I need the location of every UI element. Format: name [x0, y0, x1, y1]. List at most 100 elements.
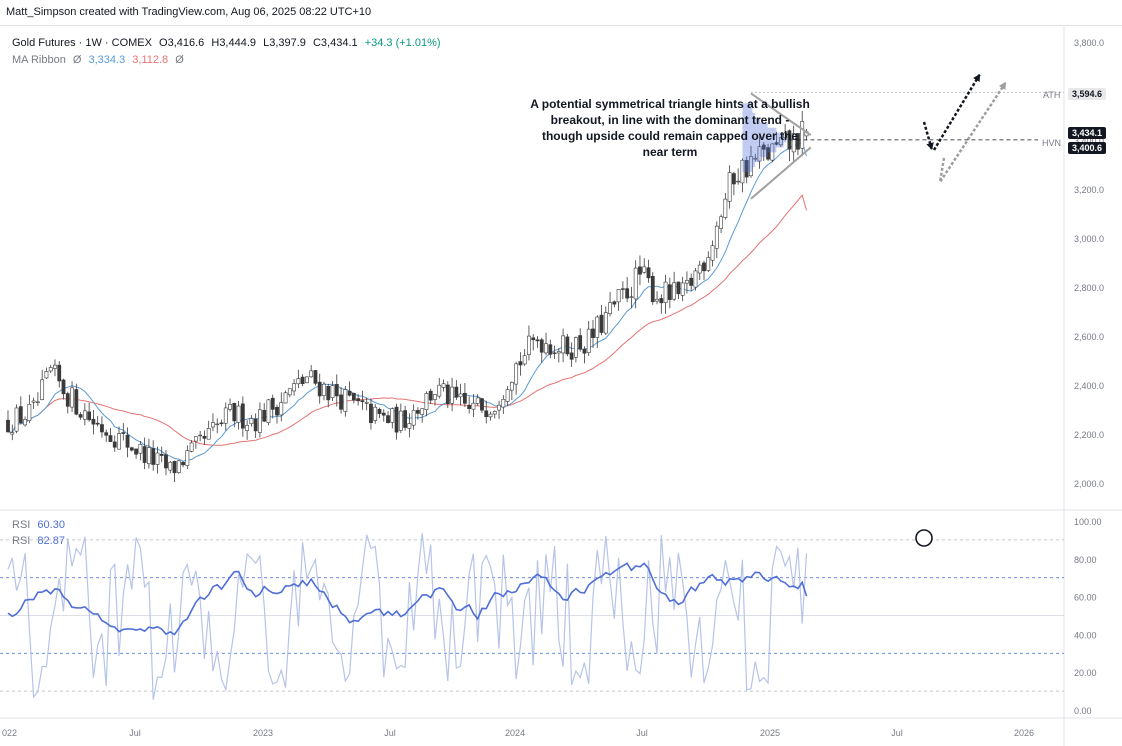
candle-body: [198, 434, 203, 437]
chart-credit: Matt_Simpson created with TradingView.co…: [6, 6, 372, 18]
candle-body: [14, 407, 19, 432]
volume-profile-bar: [742, 162, 756, 167]
candle-body: [117, 433, 121, 450]
volume-profile-bar: [742, 103, 752, 109]
candle-body: [87, 411, 92, 421]
candle-body: [245, 425, 250, 431]
candle-body: [599, 314, 604, 333]
rsi2-value: 82.87: [37, 535, 65, 547]
candle-body: [31, 400, 36, 403]
chart-canvas[interactable]: 2,000.0 2,200.0 2,400.0 2,600.0 2,800.0 3,000…: [0, 26, 1122, 746]
candle-body: [313, 370, 318, 384]
rsi-tick-label: 0.00: [1074, 706, 1092, 716]
candle-body: [70, 387, 74, 408]
time-tick-label: Jul: [384, 728, 396, 738]
price-tag-hvn: 3,400.6: [1068, 142, 1107, 154]
arrow-drop-head: [926, 142, 934, 150]
candle-body: [48, 367, 53, 372]
legend-high: H3,444.9: [211, 37, 257, 49]
ma-fast-line: [7, 141, 807, 462]
candle-body: [454, 386, 459, 398]
candle-body: [569, 352, 574, 360]
candle-body: [138, 444, 143, 454]
ma-visibility-icon-2[interactable]: Ø: [175, 54, 184, 66]
candle-body: [403, 410, 408, 428]
volume-profile-bar: [742, 117, 761, 123]
volume-profile: [742, 103, 787, 172]
candle-body: [437, 384, 442, 397]
candle-body: [82, 410, 87, 420]
legend-symbol[interactable]: Gold Futures · 1W · COMEX: [12, 37, 152, 49]
rsi2-label[interactable]: RSI: [12, 535, 31, 547]
candle-body: [394, 406, 399, 433]
candle-body: [287, 388, 292, 396]
candle-body: [356, 398, 361, 402]
candle-body: [125, 434, 130, 448]
legend-close: C3,434.1: [312, 37, 358, 49]
candle-body: [35, 401, 40, 403]
candle-body: [172, 461, 177, 474]
candle-body: [262, 409, 267, 422]
candle-body: [347, 390, 352, 396]
volume-profile-bar: [742, 108, 753, 114]
candle-body: [518, 361, 523, 366]
rsi-label[interactable]: RSI: [12, 519, 31, 531]
candle-body: [364, 402, 369, 404]
price-tick-label: 3,400.0: [1074, 136, 1104, 146]
candle-body: [219, 422, 224, 425]
candle-body: [65, 393, 70, 407]
candle-body: [309, 370, 314, 378]
time-tick-label: 2023: [253, 728, 273, 738]
price-tick-label: 2,200.0: [1074, 430, 1104, 440]
candle-body: [159, 453, 164, 456]
candle-body: [514, 363, 519, 385]
volume-profile-bar: [742, 132, 784, 138]
volume-profile-bar: [742, 147, 777, 153]
volume-profile-bar: [742, 166, 753, 172]
price-tick-label: 3,000.0: [1074, 234, 1104, 244]
arrow-breakout-black-head: [973, 74, 980, 82]
price-tick-label: 3,200.0: [1074, 185, 1104, 195]
candle-body: [433, 394, 437, 400]
candle-body: [134, 448, 139, 455]
candle-body: [574, 337, 578, 358]
ma-visibility-icon[interactable]: Ø: [72, 54, 82, 66]
candle-body: [731, 173, 736, 185]
candle-body: [330, 385, 335, 398]
candle-body: [129, 447, 134, 451]
candle-body: [796, 133, 800, 150]
candle-body: [373, 406, 378, 421]
price-tick-label: 2,800.0: [1074, 283, 1104, 293]
candle-body: [544, 343, 548, 354]
candle-body: [595, 316, 600, 338]
candle-body: [258, 409, 262, 433]
rsi-slow-line: [7, 562, 808, 636]
candle-body: [326, 386, 331, 401]
hvn-label: HVN: [1042, 138, 1062, 148]
candle-body: [727, 172, 732, 202]
candle-body: [719, 216, 723, 229]
candle-body: [390, 408, 395, 423]
candle-body: [23, 419, 27, 426]
candle-body: [100, 424, 104, 433]
candle-body: [151, 448, 156, 465]
legend-change: +34.3 (+1.01%): [364, 37, 441, 49]
volume-profile-bar: [742, 122, 768, 128]
candle-body: [749, 156, 753, 177]
time-tick-label: Jul: [891, 728, 903, 738]
candle-body: [343, 389, 348, 412]
candle-body: [202, 435, 207, 439]
candle-body: [535, 339, 540, 342]
candle-body: [680, 282, 685, 296]
arrow-breakout-grey: [938, 81, 1008, 183]
candle-body: [181, 462, 185, 466]
candle-body: [351, 392, 356, 401]
candle-body: [693, 270, 698, 288]
candle-body: [646, 267, 651, 279]
candle-body: [744, 160, 749, 178]
candle-body: [578, 335, 583, 350]
volume-profile-bar: [742, 157, 761, 163]
candle-body: [471, 402, 476, 410]
candle-body: [300, 376, 305, 385]
ma-label[interactable]: MA Ribbon: [12, 54, 66, 66]
